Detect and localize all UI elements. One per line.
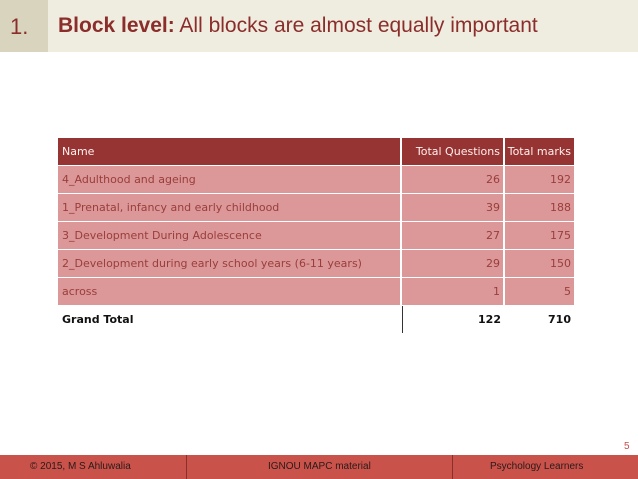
grand-total-marks: 710 <box>505 306 574 333</box>
cell-name: 1_Prenatal, infancy and early childhood <box>58 194 400 221</box>
footer-copyright: © 2015, M S Ahluwalia <box>30 461 131 472</box>
grand-total-row: Grand Total 122 710 <box>58 306 578 334</box>
footer-credit: Psychology Learners <box>490 461 584 472</box>
cell-questions: 39 <box>402 194 503 221</box>
cell-name: 3_Development During Adolescence <box>58 222 400 249</box>
title-rest: All blocks are almost equally important <box>174 14 538 37</box>
slide-number: 1. <box>10 14 29 39</box>
cell-marks: 188 <box>505 194 574 221</box>
blocks-table: Name Total Questions Total marks 4_Adult… <box>58 138 578 334</box>
table-row: 1_Prenatal, infancy and early childhood … <box>58 194 578 222</box>
header-total-marks: Total marks <box>505 138 574 165</box>
grand-total-questions: 122 <box>402 306 504 333</box>
table-row: 3_Development During Adolescence 27 175 <box>58 222 578 250</box>
slide-title: Block level: All blocks are almost equal… <box>58 14 538 38</box>
footer-bar: © 2015, M S Ahluwalia IGNOU MAPC materia… <box>0 455 638 479</box>
cell-questions: 29 <box>402 250 503 277</box>
footer-divider <box>186 455 187 479</box>
cell-name: across <box>58 278 400 305</box>
table-row: across 1 5 <box>58 278 578 306</box>
cell-marks: 5 <box>505 278 574 305</box>
cell-marks: 150 <box>505 250 574 277</box>
title-bar: 1. Block level: All blocks are almost eq… <box>0 0 638 52</box>
title-bold: Block level: <box>58 14 175 37</box>
page-number: 5 <box>624 441 630 452</box>
cell-marks: 192 <box>505 166 574 193</box>
table-row: 2_Development during early school years … <box>58 250 578 278</box>
cell-marks: 175 <box>505 222 574 249</box>
header-name: Name <box>58 138 400 165</box>
grand-total-label: Grand Total <box>58 306 400 333</box>
footer-source: IGNOU MAPC material <box>268 461 371 472</box>
table-row: 4_Adulthood and ageing 26 192 <box>58 166 578 194</box>
slide-number-box: 1. <box>0 0 48 52</box>
header-total-questions: Total Questions <box>402 138 503 165</box>
cell-name: 2_Development during early school years … <box>58 250 400 277</box>
footer-divider <box>452 455 453 479</box>
cell-questions: 1 <box>402 278 503 305</box>
cell-questions: 27 <box>402 222 503 249</box>
cell-name: 4_Adulthood and ageing <box>58 166 400 193</box>
cell-questions: 26 <box>402 166 503 193</box>
table-header-row: Name Total Questions Total marks <box>58 138 578 166</box>
